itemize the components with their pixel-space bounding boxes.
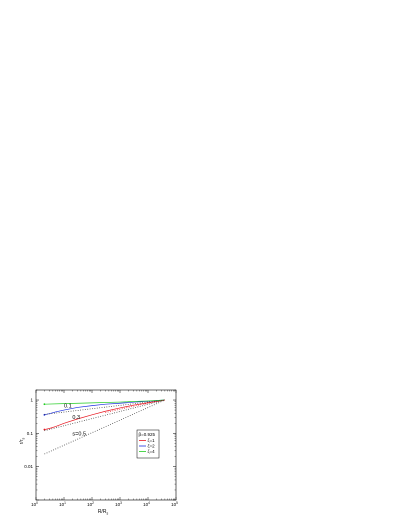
curve-annotation: s=0.5 [72, 432, 86, 438]
dotted-reference-line [44, 399, 165, 415]
dotted-reference-line [105, 399, 165, 413]
legend-box [136, 429, 160, 459]
y-axis-label: r/rs [19, 438, 26, 445]
series-line [44, 399, 165, 416]
legend-entry-label: ζ=1 [148, 438, 156, 443]
curve-annotation: 0.1 [64, 403, 72, 409]
y-tick-label: 1 [30, 398, 33, 403]
dotted-reference-line [44, 399, 165, 432]
series-start-point [43, 428, 46, 431]
curve-annotation: 0.3 [72, 415, 80, 421]
x-axis-label: R/Rs [98, 509, 109, 516]
series-line [44, 399, 165, 430]
y-tick-label: 0.01 [24, 464, 33, 469]
x-tick-label: 103 [115, 501, 122, 507]
legend-entry-label: ζ=2 [148, 444, 156, 449]
series-start-point [43, 403, 46, 406]
plot-area: 100 101 102 103 104 1050.010.11R/Rsr/rs0.10.3… [19, 389, 178, 516]
plot-frame [35, 389, 177, 501]
dotted-reference-line [44, 399, 166, 455]
x-tick-label: 105 [171, 501, 178, 507]
x-tick-label: 104 [143, 501, 150, 507]
x-tick-label: 101 [59, 501, 66, 507]
x-tick-label: 102 [87, 501, 94, 507]
x-tick-label: 100 [31, 501, 38, 507]
legend-title: β=0.925 [139, 432, 156, 437]
legend-entry-label: ζ=4 [148, 449, 156, 454]
series-line [44, 399, 165, 405]
y-tick-label: 0.1 [27, 431, 34, 436]
